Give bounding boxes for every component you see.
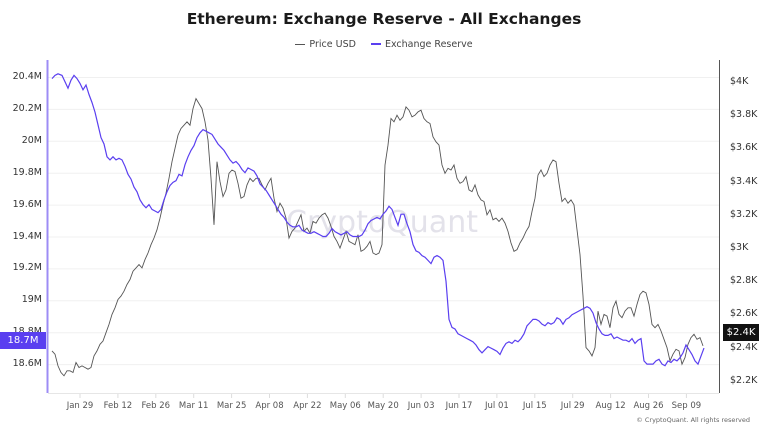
left-y-tick-label: 20.4M [12,71,42,82]
left-y-tick-label: 19.8M [12,166,42,178]
current-price-badge: $2.4K [723,324,759,341]
x-tick-label: Jun 17 [445,401,473,411]
x-tick-label: Jan 29 [66,401,94,411]
right-y-tick-label: $3K [730,242,749,253]
current-reserve-badge: 18.7M [0,332,46,349]
left-y-tick-label: 19.6M [12,198,42,210]
left-y-tick-label: 20.2M [12,102,42,114]
x-tick-label: May 06 [329,401,361,411]
legend-price-label: Price USD [309,38,356,50]
x-tick-label: Aug 26 [633,401,664,411]
right-y-tick-label: $3.4K [730,175,758,187]
exchange-reserve-line[interactable] [51,73,705,367]
x-tick-label: Feb 12 [103,401,133,411]
x-tick-label: Jun 03 [407,401,435,411]
reserve-line-swatch-icon [370,43,381,45]
right-y-tick-label: $2.2K [730,374,758,386]
x-tick-label: Jul 01 [485,401,509,411]
left-y-tick-label: 20M [21,134,42,146]
chart-legend: Price USD Exchange Reserve [0,37,768,50]
left-y-tick-label: 19.4M [12,230,42,242]
x-tick-label: Mar 11 [178,401,209,411]
right-y-tick-label: $2.8K [730,275,758,287]
chart-title: Ethereum: Exchange Reserve - All Exchang… [186,10,582,28]
x-tick-label: Aug 12 [595,401,626,411]
right-y-tick-label: $4K [730,76,749,87]
x-tick-label: May 20 [367,401,399,411]
x-tick-label: Apr 22 [293,401,322,411]
x-axis-ticks [79,394,687,398]
right-y-tick-label: $3.8K [730,109,758,121]
left-y-tick-label: 18.8M [13,326,42,337]
x-tick-label: Feb 26 [141,401,171,411]
x-tick-label: Sep 09 [671,401,702,411]
copyright-notice: © CryptoQuant. All rights reserved [636,416,750,424]
legend-item-price[interactable]: Price USD [295,39,356,50]
price-line-swatch-icon [295,43,306,45]
legend-item-reserve[interactable]: Exchange Reserve [370,38,473,50]
left-y-tick-label: 18.6M [12,358,42,370]
x-tick-label: Jul 15 [522,401,547,411]
left-y-tick-label: 19.2M [12,262,42,274]
x-tick-label: Apr 08 [255,401,284,411]
right-y-tick-label: $3.6K [730,142,758,154]
right-y-tick-label: $3.2K [730,208,758,220]
x-tick-label: Jul 29 [560,401,585,411]
price-usd-line[interactable] [51,97,704,377]
right-y-tick-label: $2.6K [730,308,758,320]
right-y-tick-label: $2.4K [730,341,758,353]
x-tick-label: Mar 25 [216,401,247,411]
legend-reserve-label: Exchange Reserve [384,38,473,50]
gridlines [48,77,719,366]
left-y-tick-label: 19M [21,294,42,306]
